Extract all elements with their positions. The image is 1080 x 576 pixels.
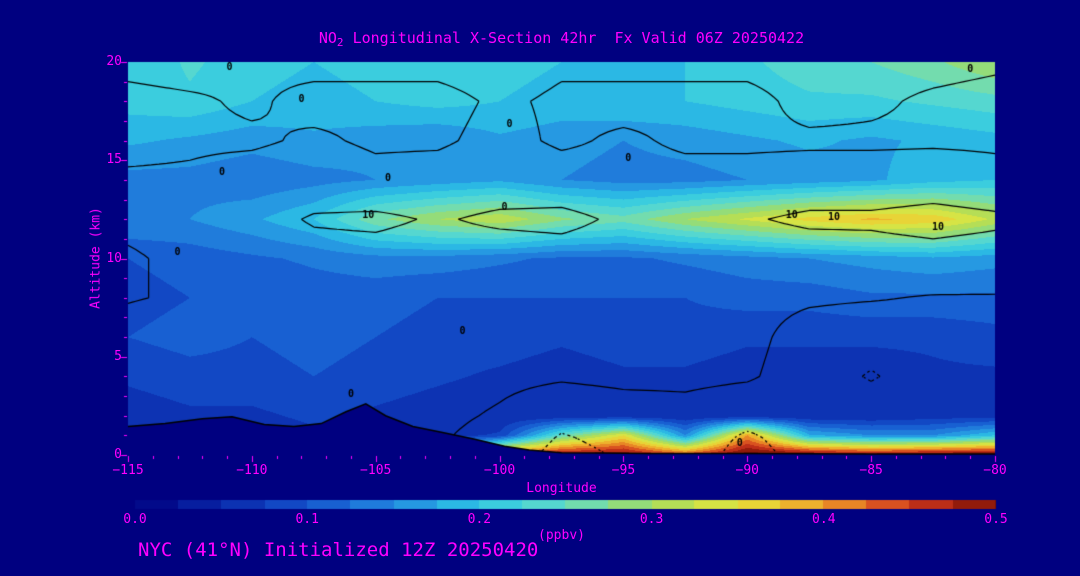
- colorbar-tick-label: 0.3: [639, 512, 664, 527]
- title-species: NO: [318, 29, 337, 47]
- x-axis-tick-label: −105: [360, 463, 392, 478]
- x-axis-tick-label: −80: [983, 463, 1007, 478]
- colorbar-tick-label: 0.1: [295, 512, 319, 527]
- init-info-label: NYC (41°N) Initialized 12Z 20250420: [138, 539, 539, 561]
- y-axis-tick-label: 5: [114, 348, 122, 364]
- title-text: Longitudinal X-Section 42hr Fx Valid 06Z…: [343, 29, 805, 47]
- colorbar-tick-label: 0.0: [123, 512, 147, 527]
- x-axis-label: Longitude: [526, 481, 597, 496]
- colorbar-tick-label: 0.5: [984, 512, 1008, 527]
- colorbar-tick-label: 0.4: [812, 512, 836, 527]
- title-species-subscript: 2: [336, 36, 344, 49]
- y-axis-tick-label: 15: [106, 152, 122, 168]
- x-axis-tick-label: −115: [112, 463, 144, 478]
- y-axis-tick-label: 10: [106, 250, 122, 266]
- plot-title: NO2 Longitudinal X-Section 42hr Fx Valid…: [128, 29, 995, 49]
- x-axis-tick-label: −95: [611, 463, 636, 478]
- x-axis-tick-label: −85: [859, 463, 883, 478]
- y-axis-tick-label: 20: [106, 54, 122, 69]
- x-axis-tick-label: −110: [236, 463, 268, 478]
- x-axis-tick-label: −100: [483, 463, 516, 478]
- colorbar-tick-label: 0.2: [467, 512, 492, 527]
- colorbar-units-label: (ppbv): [538, 528, 585, 543]
- x-axis-tick-label: −90: [735, 463, 760, 478]
- y-axis-tick-label: 0: [114, 447, 122, 462]
